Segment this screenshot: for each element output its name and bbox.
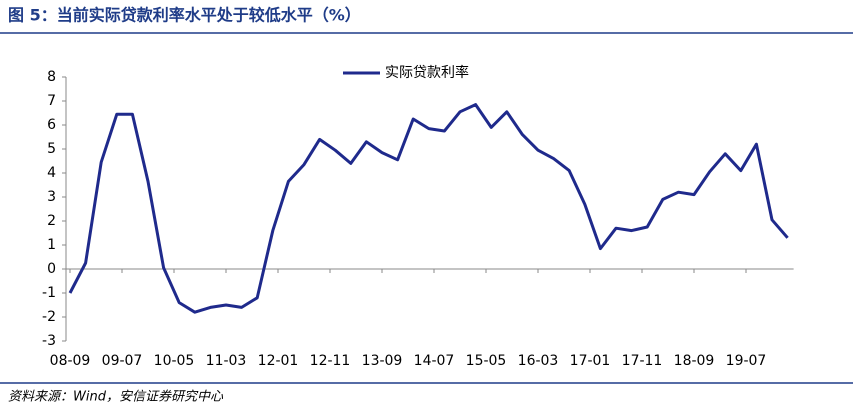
y-tick-label: 1 [47, 237, 56, 253]
x-tick-label: 11-03 [206, 353, 247, 369]
x-tick-label: 12-11 [310, 353, 351, 369]
y-tick-label: 0 [47, 261, 56, 277]
y-tick-label: 8 [47, 69, 56, 85]
chart-title: 图 5：当前实际贷款利率水平处于较低水平（%） [8, 6, 361, 25]
y-tick-label: 5 [47, 141, 56, 157]
y-tick-label: 6 [47, 117, 56, 133]
y-tick-label: 7 [47, 93, 56, 109]
y-tick-label: 3 [47, 189, 56, 205]
x-tick-label: 09-07 [102, 353, 143, 369]
y-tick-label: 2 [47, 213, 56, 229]
x-tick-label: 17-11 [622, 353, 663, 369]
x-tick-label: 15-05 [466, 353, 507, 369]
x-tick-label: 10-05 [154, 353, 195, 369]
x-tick-label: 19-07 [726, 353, 767, 369]
y-tick-label: -3 [42, 333, 56, 349]
x-tick-label: 14-07 [414, 353, 455, 369]
x-tick-label: 13-09 [362, 353, 403, 369]
y-tick-label: -1 [42, 285, 56, 301]
y-tick-label: -2 [42, 309, 56, 325]
legend-label: 实际贷款利率 [385, 64, 469, 81]
x-tick-label: 17-01 [570, 353, 611, 369]
y-tick-label: 4 [47, 165, 56, 181]
x-tick-label: 16-03 [518, 353, 559, 369]
source-note: 资料来源：Wind，安信证券研究中心 [8, 389, 224, 405]
x-tick-label: 12-01 [258, 353, 299, 369]
x-tick-label: 08-09 [50, 353, 91, 369]
x-tick-label: 18-09 [674, 353, 715, 369]
line-series [68, 103, 789, 314]
